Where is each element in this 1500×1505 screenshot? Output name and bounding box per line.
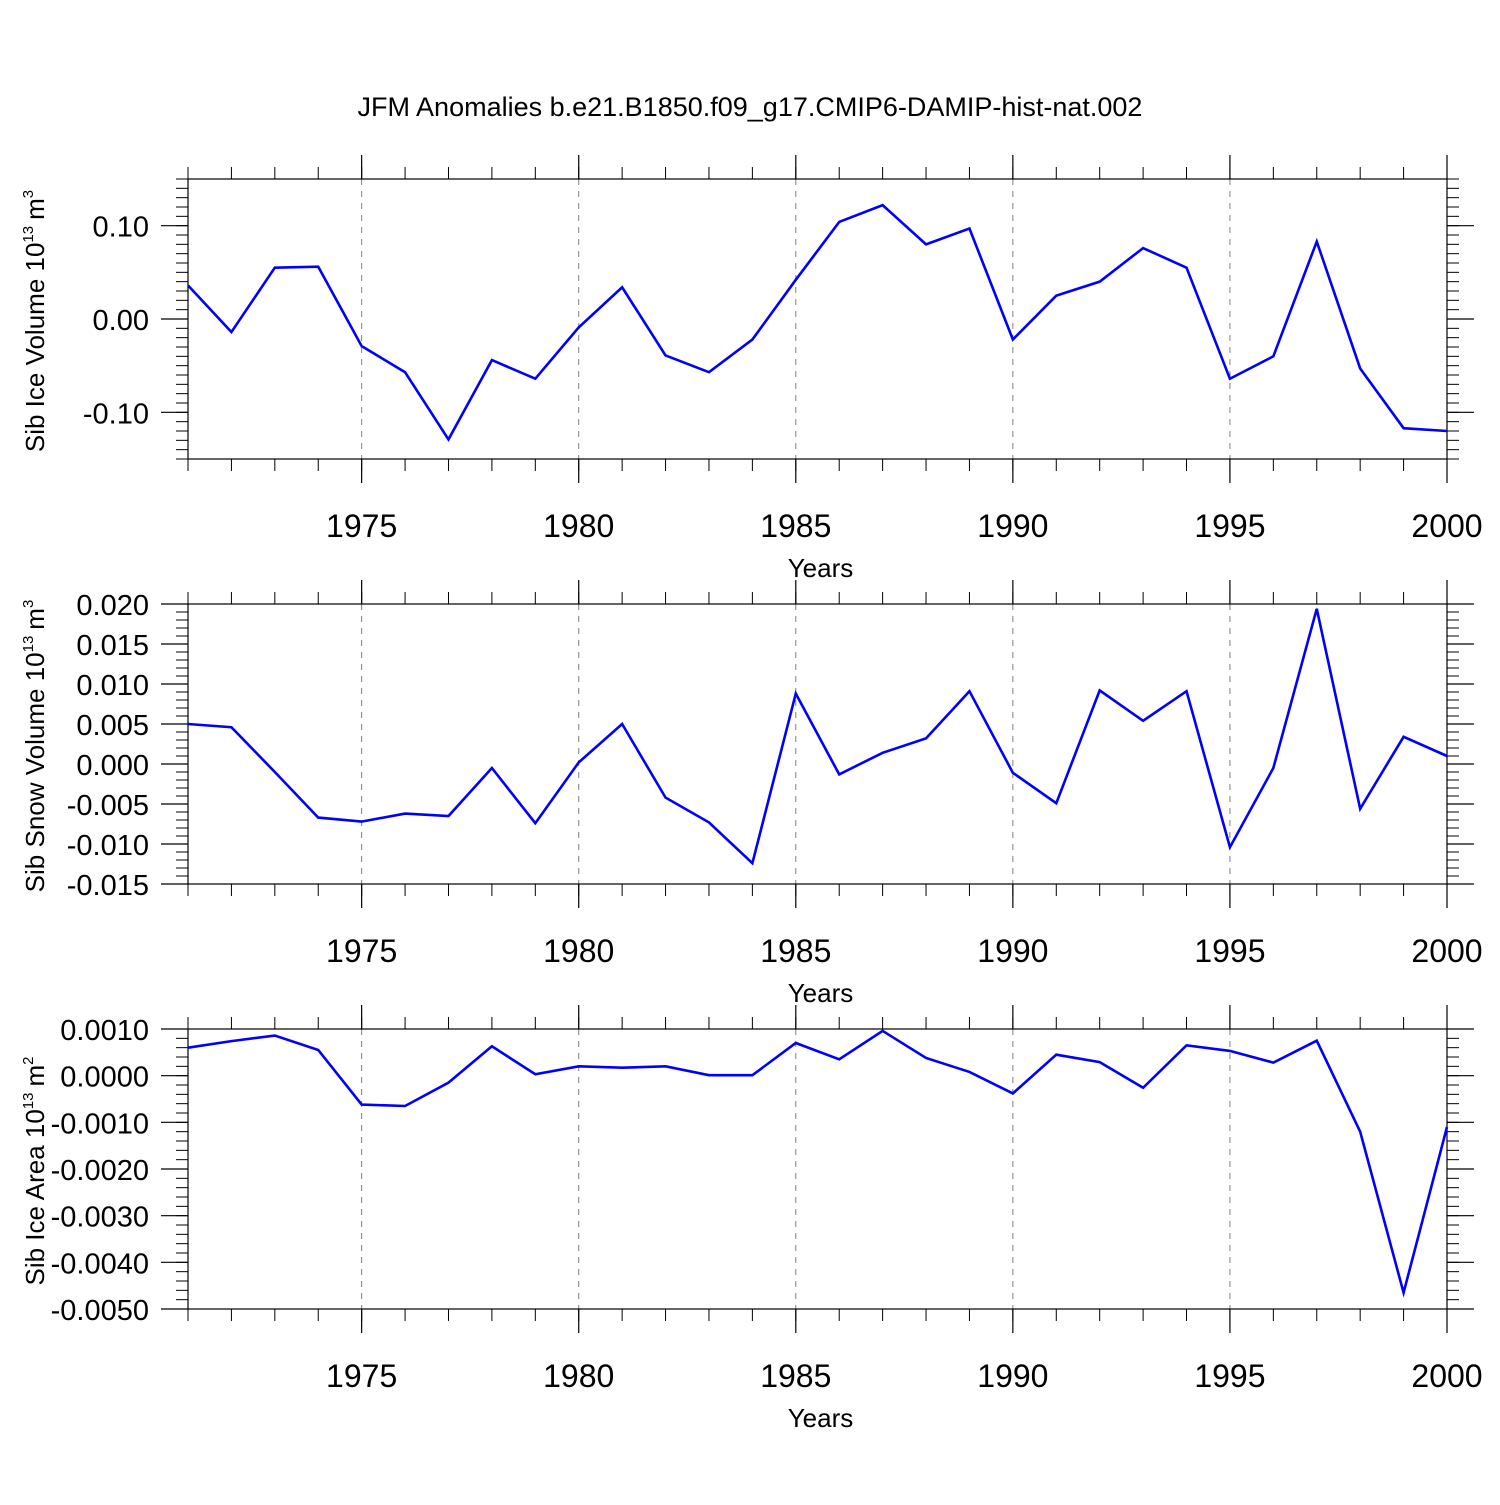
x-tick-label: 1995 <box>1194 1358 1265 1394</box>
y-tick-label: -0.005 <box>67 790 149 822</box>
y-axis-label-unit: m <box>20 608 50 630</box>
x-axis-label: Years <box>788 978 854 1008</box>
figure-background <box>0 0 1500 1500</box>
x-tick-label: 1985 <box>760 1358 831 1394</box>
x-tick-label: 1990 <box>977 933 1048 969</box>
y-tick-label: 0.010 <box>76 670 149 702</box>
x-tick-label: 1980 <box>543 508 614 544</box>
figure-title: JFM Anomalies b.e21.B1850.f09_g17.CMIP6-… <box>358 92 1143 122</box>
x-tick-label: 1975 <box>326 1358 397 1394</box>
y-tick-label: 0.005 <box>76 710 149 742</box>
y-tick-label: 0.0000 <box>60 1062 149 1094</box>
x-axis-label: Years <box>788 1403 854 1433</box>
y-tick-label: 0.000 <box>76 750 149 782</box>
y-tick-label: 0.0010 <box>60 1015 149 1047</box>
y-tick-label: -0.0050 <box>51 1295 149 1327</box>
x-tick-label: 2000 <box>1411 508 1482 544</box>
y-tick-label: 0.015 <box>76 630 149 662</box>
x-tick-label: 1985 <box>760 508 831 544</box>
x-tick-label: 1990 <box>977 1358 1048 1394</box>
y-axis-label-exponent: 13 <box>20 1092 37 1109</box>
figure: JFM Anomalies b.e21.B1850.f09_g17.CMIP6-… <box>0 0 1500 1500</box>
x-tick-label: 1975 <box>326 933 397 969</box>
figure-canvas: JFM Anomalies b.e21.B1850.f09_g17.CMIP6-… <box>0 0 1500 1500</box>
y-tick-label: -0.0020 <box>51 1155 149 1187</box>
y-axis-label-unit-exponent: 2 <box>20 1056 37 1064</box>
y-tick-label: -0.010 <box>67 830 149 862</box>
y-axis-label-unit-exponent: 3 <box>20 190 37 198</box>
y-tick-label: -0.0030 <box>51 1202 149 1234</box>
x-tick-label: 1980 <box>543 1358 614 1394</box>
y-tick-label: 0.020 <box>76 590 149 622</box>
x-tick-label: 1995 <box>1194 933 1265 969</box>
y-tick-label: -0.10 <box>83 398 149 430</box>
x-tick-label: 1990 <box>977 508 1048 544</box>
x-tick-label: 1985 <box>760 933 831 969</box>
x-tick-label: 2000 <box>1411 933 1482 969</box>
y-tick-label: 0.00 <box>93 305 149 337</box>
y-axis-label-unit: m <box>20 198 50 220</box>
x-tick-label: 1975 <box>326 508 397 544</box>
x-tick-label: 1980 <box>543 933 614 969</box>
x-tick-label: 1995 <box>1194 508 1265 544</box>
y-axis-label-exponent: 13 <box>20 636 37 653</box>
y-axis-label-exponent: 13 <box>20 226 37 243</box>
y-tick-label: 0.10 <box>93 212 149 244</box>
y-tick-label: -0.0010 <box>51 1108 149 1140</box>
y-tick-label: -0.015 <box>67 870 149 902</box>
y-axis-label-unit: m <box>20 1065 50 1087</box>
x-axis-label: Years <box>788 553 854 583</box>
y-axis-label-text: Sib Ice Area 10 <box>20 1109 50 1285</box>
x-tick-label: 2000 <box>1411 1358 1482 1394</box>
y-axis-label-text: Sib Snow Volume 10 <box>20 652 50 892</box>
y-tick-label: -0.0040 <box>51 1248 149 1280</box>
y-axis-label-text: Sib Ice Volume 10 <box>20 243 50 453</box>
y-axis-label-unit-exponent: 3 <box>20 600 37 608</box>
